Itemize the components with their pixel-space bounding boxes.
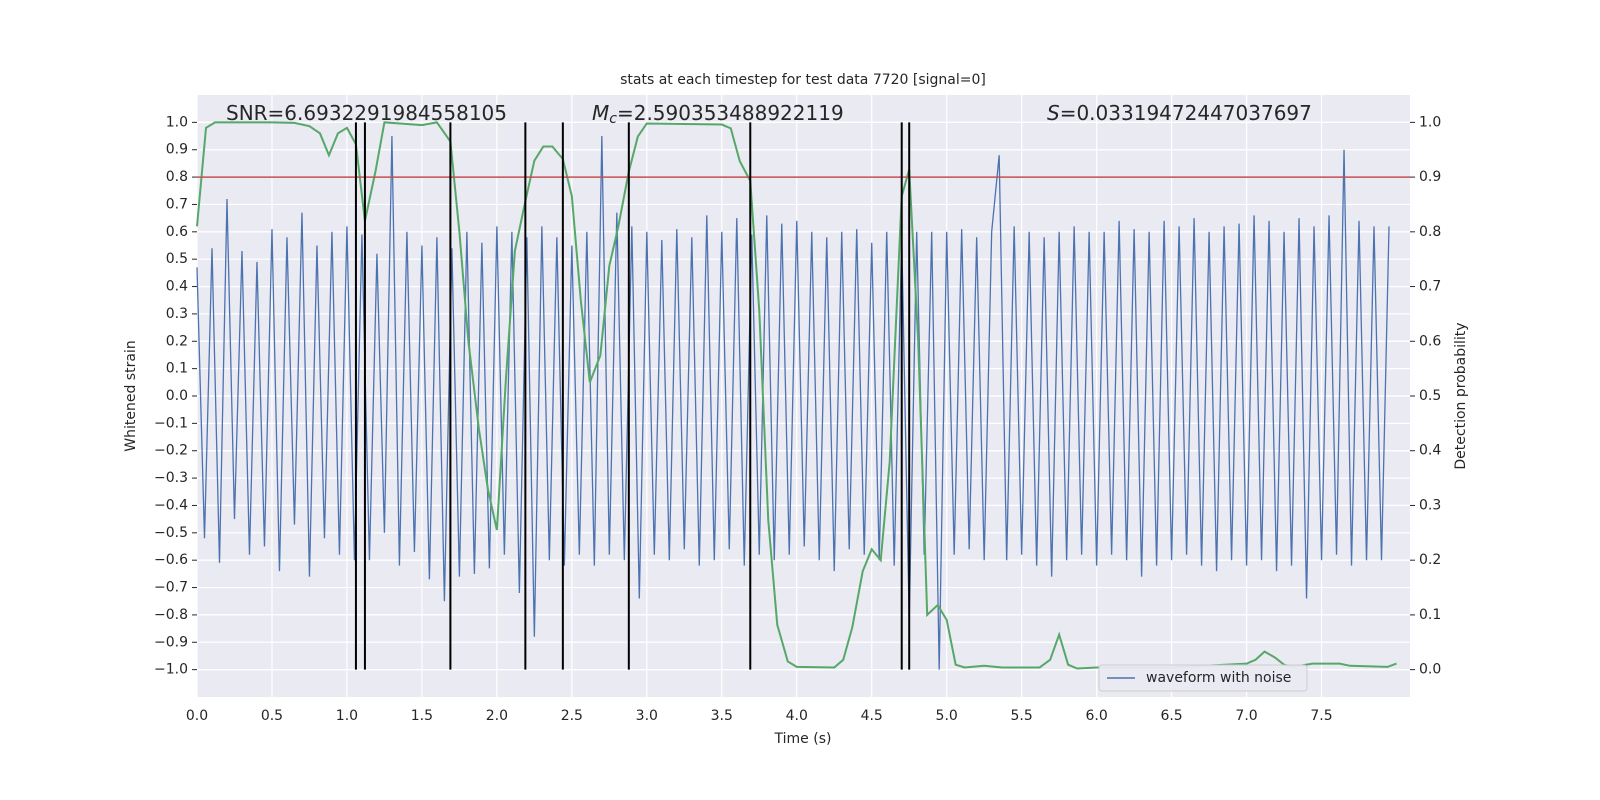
overlay: SNR=6.6932291984558105 Mc=2.5903534889221… bbox=[197, 101, 1410, 692]
series-line bbox=[196, 136, 1390, 670]
annotation: S=0.03319472447037697 bbox=[1047, 101, 1312, 125]
x-tick-label: 7.5 bbox=[1310, 708, 1332, 724]
y-tick-label: −0.2 bbox=[154, 443, 188, 459]
y-tick-label: −0.5 bbox=[154, 525, 188, 541]
y2-tick-label: 0.1 bbox=[1419, 607, 1441, 623]
annotation-text: =0.03319472447037697 bbox=[1060, 101, 1312, 125]
y2-tick-label: 0.5 bbox=[1419, 388, 1441, 404]
y-tick-label: 0.1 bbox=[166, 361, 188, 377]
y-tick-label: 0.7 bbox=[166, 196, 188, 212]
y2-tick-label: 0.0 bbox=[1419, 662, 1441, 678]
y-tick-label: −0.7 bbox=[154, 580, 188, 596]
y-axis-label: Whitened strain bbox=[123, 340, 139, 451]
x-tick-label: 6.0 bbox=[1085, 708, 1107, 724]
y-tick-label: 0.4 bbox=[166, 279, 188, 295]
x-axis-label: Time (s) bbox=[774, 731, 832, 747]
y-tick-label: −0.3 bbox=[154, 470, 188, 486]
legend-label: waveform with noise bbox=[1146, 670, 1291, 686]
annotation-subscript: c bbox=[609, 111, 617, 127]
y2-tick-label: 0.2 bbox=[1419, 552, 1441, 568]
annotation-symbol: M bbox=[592, 101, 609, 125]
annotation-text: SNR=6.6932291984558105 bbox=[226, 101, 507, 125]
y-tick-label: −0.6 bbox=[154, 552, 188, 568]
annotation: SNR=6.6932291984558105 bbox=[226, 101, 507, 125]
y-tick-label: 0.6 bbox=[166, 224, 188, 240]
marks bbox=[196, 121, 1397, 670]
y2-tick-label: 0.4 bbox=[1419, 443, 1441, 459]
x-tick-label: 2.0 bbox=[486, 708, 508, 724]
annotation-symbol: S bbox=[1047, 101, 1060, 125]
y-tick-label: 1.0 bbox=[166, 114, 188, 130]
x-tick-label: 5.0 bbox=[936, 708, 958, 724]
annotation-text: =2.590353488922119 bbox=[617, 101, 844, 125]
grid: 0.0 0.5 1.0 1.5 2.0 2.5 3.0 3.5 4.0 4.5 5.0 5.5 6.0 6… bbox=[154, 95, 1441, 724]
y2-tick-label: 0.7 bbox=[1419, 279, 1441, 295]
x-tick-label: 6.5 bbox=[1160, 708, 1182, 724]
x-tick-label: 0.5 bbox=[261, 708, 283, 724]
x-tick-label: 0.0 bbox=[186, 708, 208, 724]
y-tick-label: 0.9 bbox=[166, 142, 188, 158]
x-tick-label: 2.5 bbox=[561, 708, 583, 724]
x-tick-label: 3.0 bbox=[636, 708, 658, 724]
legend-box bbox=[1098, 664, 1308, 692]
y-tick-label: −0.9 bbox=[154, 634, 188, 650]
x-tick-label: 5.5 bbox=[1011, 708, 1033, 724]
x-tick-label: 1.0 bbox=[336, 708, 358, 724]
y-tick-label: 0.3 bbox=[166, 306, 188, 322]
series-line bbox=[196, 121, 1397, 670]
y-tick-label: 0.2 bbox=[166, 333, 188, 349]
x-tick-label: 4.0 bbox=[786, 708, 808, 724]
y-tick-label: 0.0 bbox=[166, 388, 188, 404]
y2-tick-label: 0.3 bbox=[1419, 497, 1441, 513]
y2-tick-label: 0.6 bbox=[1419, 333, 1441, 349]
y-tick-label: 0.8 bbox=[166, 169, 188, 185]
y-tick-label: −0.8 bbox=[154, 607, 188, 623]
y-tick-label: 0.5 bbox=[166, 251, 188, 267]
y-tick-label: −1.0 bbox=[154, 662, 188, 678]
y2-tick-label: 0.8 bbox=[1419, 224, 1441, 240]
y-tick-label: −0.4 bbox=[154, 497, 188, 513]
chart-title: stats at each timestep for test data 772… bbox=[620, 72, 986, 88]
x-tick-label: 3.5 bbox=[711, 708, 733, 724]
y2-axis-label: Detection probability bbox=[1453, 322, 1469, 469]
annotation: Mc=2.590353488922119 bbox=[592, 101, 844, 128]
y2-tick-label: 0.9 bbox=[1419, 169, 1441, 185]
x-tick-label: 1.5 bbox=[411, 708, 433, 724]
y-tick-label: −0.1 bbox=[154, 415, 188, 431]
x-tick-label: 4.5 bbox=[861, 708, 883, 724]
x-tick-label: 7.0 bbox=[1235, 708, 1257, 724]
y2-tick-label: 1.0 bbox=[1419, 114, 1441, 130]
